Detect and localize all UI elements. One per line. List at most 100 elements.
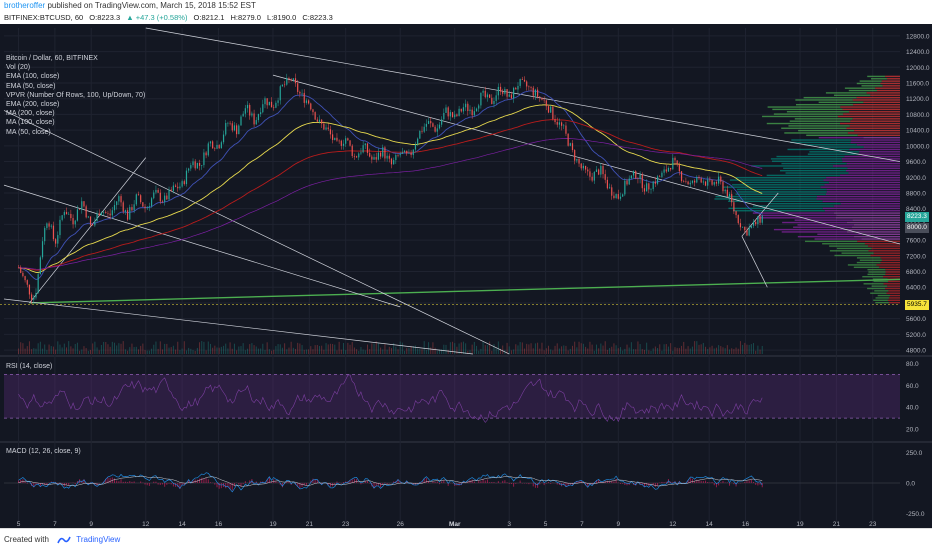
candle-body (75, 221, 76, 225)
volume-bar (524, 349, 525, 354)
candle-body (31, 294, 32, 299)
volume-bar (675, 347, 676, 354)
candle-body (419, 131, 420, 139)
vpvr-bar (787, 149, 849, 150)
vpvr-bar (771, 158, 842, 159)
vpvr-bar (795, 118, 853, 119)
volume-bar (280, 344, 281, 354)
support-price-tag: 5935.7 (905, 300, 929, 310)
macd-histogram-bar (123, 482, 124, 483)
macd-histogram-bar (114, 479, 115, 483)
volume-bar (125, 349, 126, 354)
volume-bar (681, 346, 682, 354)
candle-body (312, 109, 313, 112)
volume-bar (489, 342, 490, 354)
candle-body (511, 95, 512, 99)
time-tick-label: 14 (178, 521, 186, 528)
volume-bar (581, 343, 582, 354)
candle-body (18, 268, 19, 269)
macd-histogram-bar (526, 483, 527, 484)
volume-bar (112, 342, 113, 354)
candle-body (269, 102, 270, 105)
volume-bar (299, 343, 300, 354)
volume-bar (679, 348, 680, 354)
white-trendline (146, 28, 900, 162)
candle-body (153, 192, 154, 198)
candle-body (589, 171, 590, 176)
macd-histogram-bar (127, 482, 128, 483)
candle-body (382, 147, 383, 156)
vpvr-bar (870, 293, 886, 294)
volume-bar (507, 343, 508, 354)
volume-bar (247, 349, 248, 354)
candle-body (107, 213, 108, 214)
volume-bar (249, 344, 250, 354)
candle-body (513, 88, 514, 99)
time-tick-label: 7 (580, 521, 584, 528)
candle-body (653, 182, 654, 189)
candle-body (223, 135, 224, 143)
volume-bar (230, 342, 231, 354)
macd-histogram-bar (140, 481, 141, 483)
volume-bar (97, 347, 98, 354)
chart-canvas[interactable]: 4800.05200.05600.06000.06400.06800.07200… (0, 24, 932, 528)
candle-body (735, 211, 736, 215)
candle-body (188, 169, 189, 171)
volume-bar (635, 349, 636, 354)
volume-bar (66, 347, 67, 354)
volume-bar (33, 348, 34, 354)
candle-body (295, 78, 296, 83)
volume-bar (701, 344, 702, 354)
macd-histogram-bar (692, 479, 693, 483)
volume-bar (659, 344, 660, 354)
candle-body (360, 152, 361, 153)
vpvr-bar (790, 120, 851, 121)
candle-body (201, 165, 202, 166)
volume-bar (389, 347, 390, 354)
vpvr-bar (851, 139, 900, 140)
footer-brand[interactable]: TradingView (76, 535, 120, 544)
vpvr-bar (772, 109, 842, 110)
candle-body (203, 152, 204, 165)
candle-body (738, 215, 739, 223)
volume-bar (208, 342, 209, 354)
candle-body (171, 190, 172, 191)
candle-body (755, 222, 756, 224)
volume-bar (720, 346, 721, 354)
volume-bar (478, 351, 479, 354)
candle-body (243, 114, 244, 117)
candle-body (273, 107, 274, 108)
macd-histogram-bar (199, 479, 200, 483)
volume-bar (398, 349, 399, 354)
vpvr-bar (888, 281, 900, 282)
candle-body (452, 112, 453, 117)
macd-histogram-bar (129, 481, 130, 483)
candle-body (690, 183, 691, 184)
macd-histogram-bar (550, 483, 551, 484)
vpvr-bar (817, 234, 862, 235)
volume-bar (585, 347, 586, 354)
author-link[interactable]: brotheroffer (4, 1, 45, 10)
vpvr-bar (867, 288, 885, 289)
white-trendline (4, 185, 400, 307)
macd-histogram-bar (624, 483, 625, 485)
candle-body (232, 123, 233, 130)
candle-body (524, 80, 525, 82)
macd-histogram-bar (426, 478, 427, 483)
candle-body (714, 182, 715, 185)
symbol-bar: BITFINEX:BTCUSD, 60 O:8223.3 ▲ +47.3 (+0… (0, 12, 932, 24)
macd-histogram-bar (134, 481, 135, 483)
macd-histogram-bar (485, 481, 486, 483)
volume-bar (315, 345, 316, 354)
volume-bar (260, 349, 261, 354)
candle-body (703, 182, 704, 183)
volume-bar (736, 348, 737, 354)
candle-body (759, 216, 760, 223)
green-trendline (29, 279, 900, 303)
candle-body (474, 111, 475, 115)
candle-body (79, 209, 80, 210)
time-tick-label: 5 (17, 521, 21, 528)
volume-bar (511, 350, 512, 354)
vpvr-bar (776, 156, 844, 157)
macd-histogram-bar (389, 483, 390, 484)
